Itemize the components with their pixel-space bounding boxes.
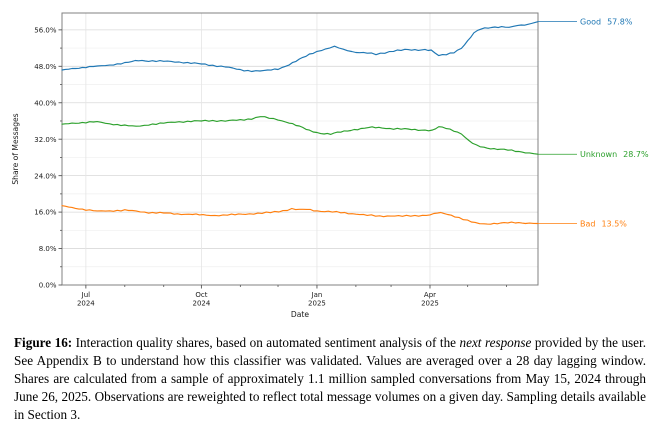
figure-caption: Figure 16: Interaction quality shares, b… [14,334,646,424]
y-tick-label: 16.0% [34,209,57,217]
legend-label-unknown: Unknown 28.7% [580,150,649,159]
caption-text-1: Interaction quality shares, based on aut… [72,335,460,350]
caption-text-2: provided by the user. See Appendix B to … [14,335,646,423]
y-tick-label: 32.0% [34,136,57,144]
legend-label-bad: Bad 13.5% [580,219,627,228]
y-tick-label: 24.0% [34,172,57,180]
x-tick-label-year: 2024 [77,300,95,308]
chart-area: 0.0% 8.0% 16.0% 24.0% 32.0% 40.0% 48.0% 56.0% Ju… [11,12,649,319]
y-tick-label: 8.0% [39,245,57,253]
caption-figure-label: Figure 16: [14,335,73,350]
x-tick-label-month: Jan [311,291,323,299]
interaction-quality-line-chart: 0.0% 8.0% 16.0% 24.0% 32.0% 40.0% 48.0% 56.0% Ju… [11,12,649,319]
x-tick-label-month: Oct [195,291,207,299]
x-tick-label-month: Apr [424,291,436,299]
x-tick-label-year: 2025 [421,300,439,308]
caption-italic-phrase: next response [459,335,532,350]
y-tick-label: 0.0% [39,282,57,290]
y-tick-label: 48.0% [34,63,57,71]
series-line-good [61,21,539,73]
y-tick-label: 40.0% [34,99,57,107]
plot-border [61,12,539,286]
x-tick-label-month: Jul [81,291,91,299]
series-line-bad [61,205,539,225]
x-axis-title: Date [291,310,309,319]
y-axis-title: Share of Messages [11,113,20,184]
x-tick-label-year: 2025 [308,300,326,308]
x-tick-label-year: 2024 [192,300,210,308]
y-tick-label: 56.0% [34,26,57,34]
series-line-unknown [61,116,539,155]
legend-label-good: Good 57.8% [580,17,633,26]
